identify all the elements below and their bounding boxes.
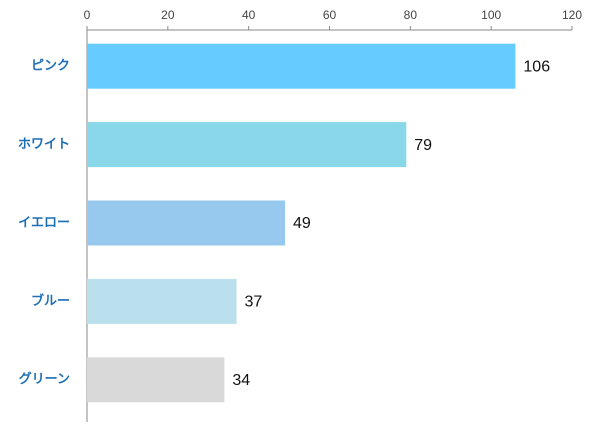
bar — [87, 357, 225, 403]
data-label: 79 — [414, 137, 432, 154]
y-tick-label: グリーン — [19, 371, 70, 386]
data-label: 34 — [232, 372, 250, 389]
data-label: 106 — [523, 58, 550, 75]
x-tick-label: 120 — [562, 8, 582, 22]
y-tick-label: ピンク — [31, 58, 70, 73]
data-label: 49 — [293, 215, 311, 232]
x-tick-label: 80 — [404, 8, 418, 22]
y-tick-label: イエロー — [18, 214, 70, 229]
bar — [87, 43, 516, 89]
bar — [87, 122, 407, 168]
x-tick-label: 0 — [84, 8, 91, 22]
y-tick-label: ホワイト — [18, 136, 70, 151]
y-tick-label: ブルー — [31, 293, 70, 308]
bar — [87, 278, 237, 324]
bar — [87, 200, 286, 246]
x-tick-label: 20 — [161, 8, 175, 22]
x-tick-label: 100 — [481, 8, 501, 22]
data-label: 37 — [245, 294, 263, 311]
x-tick-label: 60 — [323, 8, 337, 22]
x-tick-label: 40 — [242, 8, 256, 22]
